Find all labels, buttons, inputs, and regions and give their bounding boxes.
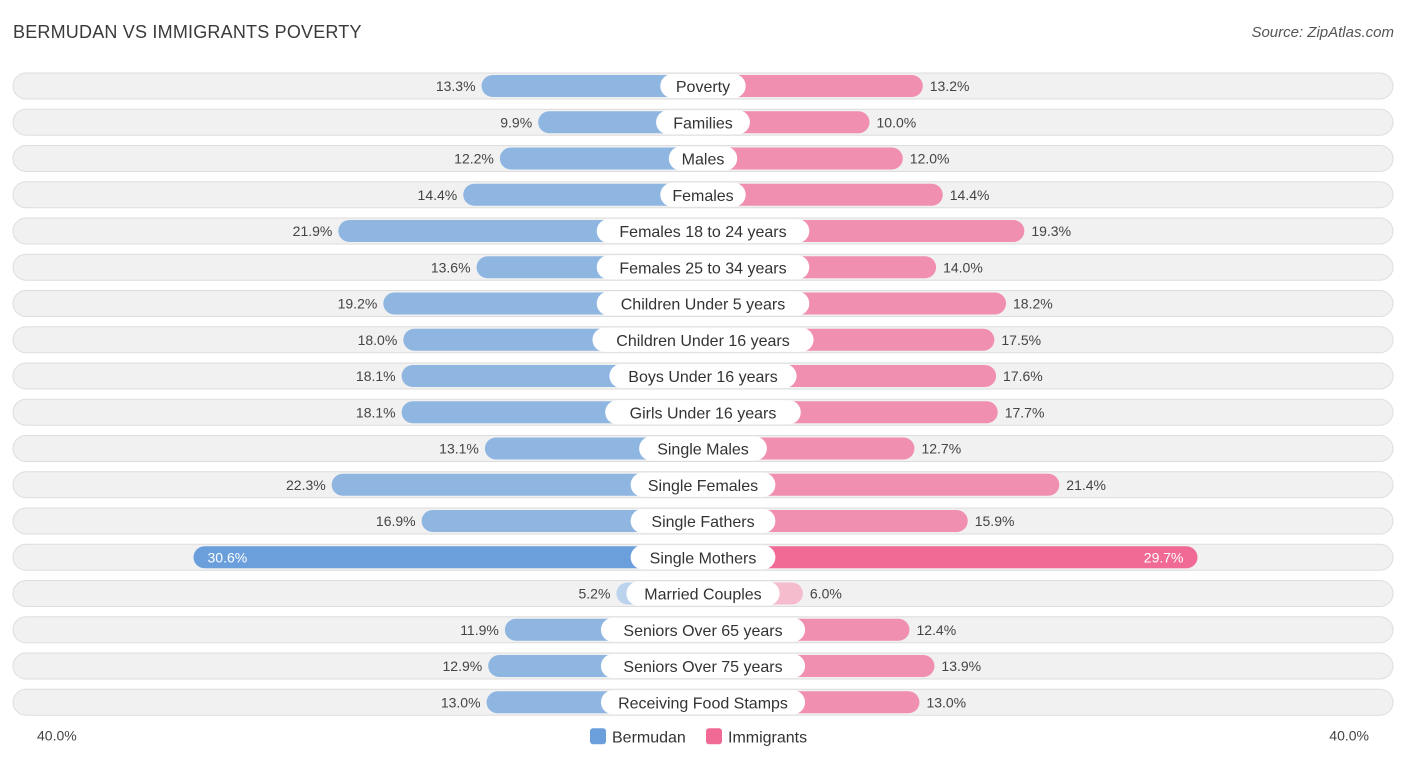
- legend-label-bermudan: Bermudan: [612, 729, 686, 746]
- category-pill: [656, 110, 750, 135]
- category-pill: [630, 545, 776, 570]
- immigrants-value-label: 12.4%: [916, 622, 956, 638]
- bermudan-value-label: 13.0%: [441, 694, 481, 710]
- category-label: Single Fathers: [651, 514, 754, 531]
- category-pill: [600, 690, 806, 715]
- immigrants-bar[interactable]: [703, 473, 1060, 496]
- immigrants-value-label: 14.4%: [950, 187, 990, 203]
- category-pill: [630, 509, 776, 533]
- category-pill: [639, 436, 767, 461]
- bermudan-bar[interactable]: [193, 546, 703, 569]
- immigrants-bar[interactable]: [703, 147, 903, 170]
- category-label: Single Mothers: [650, 550, 757, 567]
- category-label: Married Couples: [644, 587, 761, 604]
- immigrants-value-label: 12.0%: [910, 151, 950, 167]
- legend-swatch-bermudan: [590, 728, 606, 745]
- bermudan-value-label: 16.9%: [376, 513, 416, 529]
- bermudan-value-label: 11.9%: [460, 622, 499, 638]
- immigrants-value-label: 13.2%: [930, 78, 970, 94]
- category-label: Females: [672, 188, 733, 205]
- immigrants-value-label: 13.9%: [941, 658, 981, 674]
- category-label: Single Females: [648, 478, 758, 495]
- immigrants-value-label: 14.0%: [943, 259, 983, 275]
- category-pill: [626, 581, 780, 606]
- category-pill: [630, 472, 776, 497]
- bermudan-value-label: 18.0%: [358, 332, 398, 348]
- category-label: Families: [673, 115, 733, 132]
- bermudan-value-label: 18.1%: [356, 404, 396, 420]
- bermudan-value-label: 13.1%: [439, 441, 479, 457]
- category-pill: [668, 146, 738, 171]
- bermudan-value-label: 21.9%: [293, 223, 333, 239]
- category-label: Females 25 to 34 years: [619, 260, 786, 277]
- category-pill: [596, 219, 810, 243]
- bermudan-value-label: 12.2%: [454, 151, 494, 167]
- immigrants-value-label: 6.0%: [810, 586, 842, 602]
- category-label: Girls Under 16 years: [630, 405, 777, 422]
- category-pill: [596, 255, 810, 280]
- category-pill: [605, 400, 801, 425]
- immigrants-value-label: 12.7%: [921, 441, 961, 457]
- immigrants-value-label: 29.7%: [1144, 549, 1184, 565]
- bermudan-value-label: 14.4%: [418, 187, 458, 203]
- immigrants-value-label: 18.2%: [1013, 296, 1053, 312]
- category-label: Children Under 5 years: [621, 297, 786, 314]
- immigrants-value-label: 21.4%: [1066, 477, 1106, 493]
- axis-label-left: 40.0%: [37, 727, 77, 743]
- category-label: Males: [682, 152, 725, 169]
- bermudan-value-label: 22.3%: [286, 477, 326, 493]
- category-pill: [660, 74, 746, 98]
- category-pill: [600, 654, 806, 678]
- chart-title: BERMUDAN VS IMMIGRANTS POVERTY: [13, 22, 362, 42]
- category-label: Poverty: [676, 79, 730, 96]
- bermudan-bar[interactable]: [463, 183, 703, 206]
- category-label: Single Males: [657, 442, 749, 459]
- category-label: Seniors Over 65 years: [623, 623, 782, 640]
- bermudan-value-label: 19.2%: [338, 296, 378, 312]
- legend-label-immigrants: Immigrants: [728, 729, 807, 746]
- category-label: Receiving Food Stamps: [618, 695, 788, 712]
- immigrants-value-label: 17.7%: [1005, 404, 1045, 420]
- category-pill: [609, 364, 797, 388]
- immigrants-bar[interactable]: [703, 183, 943, 206]
- bermudan-value-label: 13.3%: [436, 78, 476, 94]
- category-pill: [596, 291, 810, 316]
- category-label: Seniors Over 75 years: [623, 659, 782, 676]
- immigrants-value-label: 10.0%: [877, 114, 917, 130]
- bermudan-value-label: 9.9%: [500, 114, 532, 130]
- bermudan-value-label: 30.6%: [208, 549, 248, 565]
- bermudan-bar[interactable]: [481, 75, 703, 97]
- immigrants-bar[interactable]: [703, 546, 1198, 569]
- bermudan-value-label: 13.6%: [431, 259, 471, 275]
- immigrants-value-label: 13.0%: [926, 694, 966, 710]
- category-label: Females 18 to 24 years: [619, 224, 786, 241]
- source-label: Source: ZipAtlas.com: [1251, 24, 1394, 41]
- immigrants-value-label: 19.3%: [1031, 223, 1071, 239]
- bermudan-value-label: 18.1%: [356, 368, 396, 384]
- category-label: Boys Under 16 years: [628, 369, 777, 386]
- legend-swatch-immigrants: [706, 728, 722, 745]
- axis-label-right: 40.0%: [1329, 727, 1369, 743]
- category-pill: [592, 327, 814, 352]
- category-pill: [600, 617, 806, 642]
- immigrants-value-label: 17.5%: [1001, 332, 1041, 348]
- bermudan-value-label: 5.2%: [578, 586, 610, 602]
- immigrants-bar[interactable]: [703, 75, 923, 97]
- bermudan-bar[interactable]: [499, 147, 703, 170]
- category-label: Children Under 16 years: [616, 333, 789, 350]
- immigrants-value-label: 15.9%: [975, 513, 1015, 529]
- bermudan-value-label: 12.9%: [443, 658, 483, 674]
- bermudan-bar[interactable]: [331, 473, 703, 496]
- category-pill: [660, 182, 746, 207]
- immigrants-value-label: 17.6%: [1003, 368, 1043, 384]
